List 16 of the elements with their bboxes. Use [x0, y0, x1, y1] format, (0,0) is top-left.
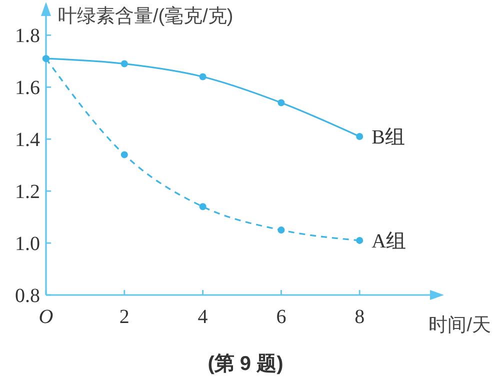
y-tick-label: 1.8 — [15, 25, 40, 48]
y-tick-label: 0.8 — [15, 285, 40, 307]
x-tick-label: 4 — [198, 306, 208, 328]
x-tick-label: 8 — [354, 306, 365, 328]
y-tick-label: 1.2 — [15, 181, 40, 204]
y-tick-label: 1.0 — [15, 233, 40, 256]
x-tick-label: O — [38, 306, 54, 328]
y-tick-label: 1.4 — [15, 129, 40, 152]
text: (第 9 题) — [208, 353, 284, 375]
y-axis-title: 叶绿素含量/(毫克/克) — [58, 5, 234, 27]
y-tick-label: 1.6 — [15, 77, 40, 100]
x-axis-title: 时间/天 — [428, 315, 491, 336]
series-label: A组 — [372, 230, 406, 252]
x-tick-label: 2 — [119, 306, 130, 328]
x-tick-label: 6 — [276, 306, 286, 328]
series-label: B组 — [372, 126, 405, 149]
